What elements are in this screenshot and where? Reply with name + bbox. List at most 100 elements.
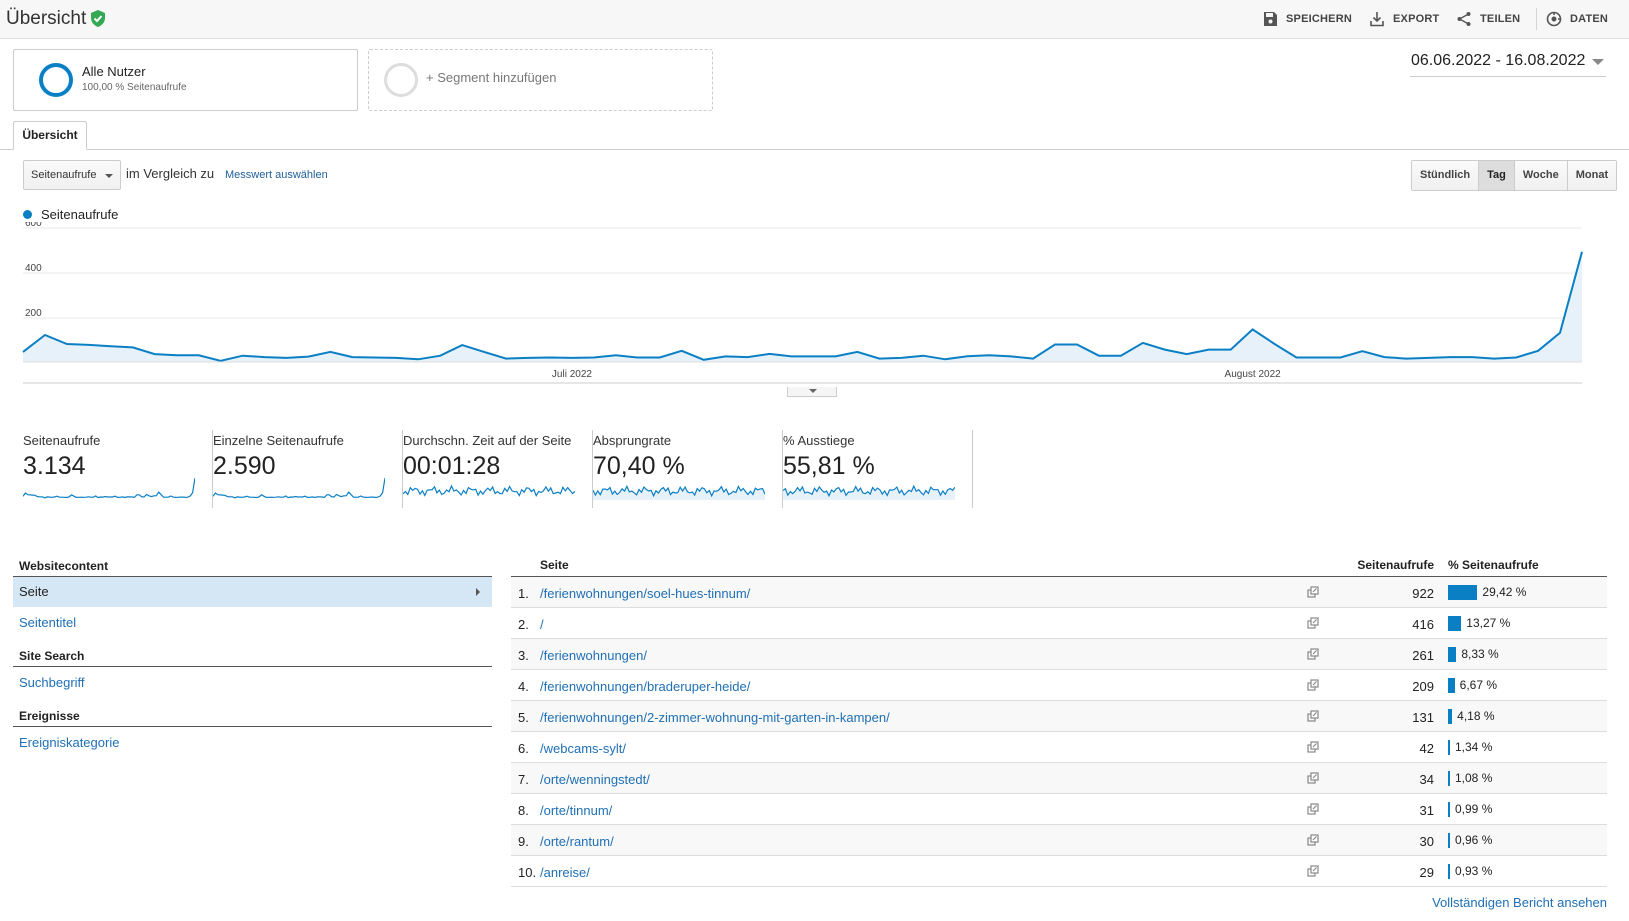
granularity-day[interactable]: Tag <box>1479 161 1515 190</box>
tab-overview[interactable]: Übersicht <box>13 121 87 150</box>
row-share-bar <box>1448 833 1450 848</box>
open-external-icon[interactable] <box>1307 617 1320 630</box>
series-line-seitenaufrufe <box>22 251 1583 362</box>
row-share-bar <box>1448 647 1457 662</box>
table-row: 5. /ferienwohnungen/2-zimmer-wohnung-mit-… <box>511 701 1607 732</box>
scorecard-pageviews[interactable]: Seitenaufrufe 3.134 <box>23 430 213 508</box>
scorecard-avg-time[interactable]: Durchschn. Zeit auf der Seite 00:01:28 <box>403 430 593 508</box>
row-page-link[interactable]: / <box>540 617 544 632</box>
export-label: EXPORT <box>1393 13 1440 25</box>
row-share-bar <box>1448 802 1450 817</box>
share-icon <box>1457 12 1471 26</box>
select-metric-link[interactable]: Messwert auswählen <box>225 169 328 181</box>
page-title: Übersicht <box>6 8 87 29</box>
row-number: 6. <box>518 741 529 756</box>
row-pct: 6,67 % <box>1459 678 1498 692</box>
row-page-link[interactable]: /ferienwohnungen/soel-hues-tinnum/ <box>540 586 751 601</box>
nav-item-search-term[interactable]: Suchbegriff <box>19 675 85 690</box>
scorecard-bounce-rate[interactable]: Absprungrate 70,40 % <box>593 430 783 508</box>
open-external-icon[interactable] <box>1307 648 1320 661</box>
insights-icon <box>1546 11 1562 27</box>
open-external-icon[interactable] <box>1307 741 1320 754</box>
scorecard-label: % Ausstiege <box>783 433 855 448</box>
row-pageviews: 416 <box>1412 617 1434 632</box>
nav-item-page[interactable]: Seite <box>13 577 492 607</box>
row-page-link[interactable]: /webcams-sylt/ <box>540 741 626 756</box>
row-number: 2. <box>518 617 529 632</box>
sparkline <box>23 477 195 499</box>
row-share-bar <box>1448 585 1478 600</box>
granularity-toggle: Stündlich Tag Woche Monat <box>1411 160 1618 191</box>
row-pageviews: 31 <box>1419 803 1434 818</box>
row-pageviews: 29 <box>1419 865 1434 880</box>
table-row: 9. /orte/rantum/30 0,96 % <box>511 825 1607 856</box>
row-share-bar <box>1448 616 1462 631</box>
scorecard-label: Absprungrate <box>593 433 672 448</box>
chevron-right-icon <box>476 588 480 596</box>
row-page-link[interactable]: /orte/wenningstedt/ <box>540 772 650 787</box>
add-segment-button[interactable]: + Segment hinzufügen <box>368 49 713 111</box>
row-page-link[interactable]: /anreise/ <box>540 865 590 880</box>
metric-select[interactable]: Seitenaufrufe <box>23 160 121 190</box>
legend-dot <box>23 210 32 219</box>
scorecard-unique-pageviews[interactable]: Einzelne Seitenaufrufe 2.590 <box>213 430 403 508</box>
nav-item-label: Seite <box>19 584 49 599</box>
scorecard-value: 00:01:28 <box>403 452 501 480</box>
granularity-hourly[interactable]: Stündlich <box>1412 161 1480 190</box>
nav-item-page-title[interactable]: Seitentitel <box>19 615 77 630</box>
open-external-icon[interactable] <box>1307 710 1320 723</box>
row-pct: 4,18 % <box>1457 709 1495 723</box>
table-row: 7. /orte/wenningstedt/34 1,08 % <box>511 763 1607 794</box>
open-external-icon[interactable] <box>1307 772 1320 785</box>
column-header-pageviews[interactable]: Seitenaufrufe <box>1357 558 1434 572</box>
nav-item-event-category[interactable]: Ereigniskategorie <box>19 735 120 750</box>
scorecard-exit-rate[interactable]: % Ausstiege 55,81 % <box>783 430 973 508</box>
sparkline <box>213 477 385 499</box>
open-external-icon[interactable] <box>1307 865 1320 878</box>
row-pageviews: 209 <box>1412 679 1434 694</box>
scorecard-label: Durchschn. Zeit auf der Seite <box>403 433 572 448</box>
share-label: TEILEN <box>1480 13 1521 25</box>
column-header-pct[interactable]: % Seitenaufrufe <box>1448 558 1539 572</box>
sparkline-line <box>213 477 385 499</box>
table-row: 6. /webcams-sylt/42 1,34 % <box>511 732 1607 763</box>
row-page-link[interactable]: /ferienwohnungen/braderuper-heide/ <box>540 679 751 694</box>
column-header-page[interactable]: Seite <box>540 558 569 572</box>
granularity-month[interactable]: Monat <box>1567 161 1617 190</box>
date-range-picker[interactable]: 06.06.2022 - 16.08.2022 <box>1410 51 1606 77</box>
row-pageviews: 261 <box>1412 648 1434 663</box>
export-button[interactable]: EXPORT <box>1369 11 1439 27</box>
row-page-link[interactable]: /orte/rantum/ <box>540 834 614 849</box>
row-pct: 1,08 % <box>1455 771 1493 785</box>
row-number: 3. <box>518 648 529 663</box>
insights-button[interactable]: DATEN <box>1546 11 1608 27</box>
table-row: 8. /orte/tinnum/31 0,99 % <box>511 794 1607 825</box>
row-share-bar <box>1448 678 1455 693</box>
row-share-bar <box>1448 771 1450 786</box>
row-page-link[interactable]: /ferienwohnungen/2-zimmer-wohnung-mit-ga… <box>540 710 890 725</box>
y-tick-label: 600 <box>25 222 42 229</box>
scorecard-label: Seitenaufrufe <box>23 433 101 448</box>
segment-all-users[interactable]: Alle Nutzer 100,00 % Seitenaufrufe <box>13 49 358 111</box>
save-button[interactable]: SPEICHERN <box>1262 11 1352 27</box>
pageviews-chart: 600 400 200 Juli 2022 August 2022 <box>22 222 1583 384</box>
segment-name: Alle Nutzer <box>82 64 146 79</box>
sparkline <box>593 484 765 500</box>
row-share-bar <box>1448 709 1453 724</box>
row-number: 5. <box>518 710 529 725</box>
row-pageviews: 131 <box>1412 710 1434 725</box>
granularity-week[interactable]: Woche <box>1514 161 1568 190</box>
insights-label: DATEN <box>1570 13 1609 25</box>
row-pageviews: 922 <box>1412 586 1434 601</box>
collapse-chart-toggle[interactable] <box>787 387 837 397</box>
open-external-icon[interactable] <box>1307 834 1320 847</box>
open-external-icon[interactable] <box>1307 803 1320 816</box>
sparkline-area <box>593 486 765 500</box>
series-area <box>23 251 1582 362</box>
share-button[interactable]: TEILEN <box>1456 11 1520 27</box>
row-page-link[interactable]: /orte/tinnum/ <box>540 803 613 818</box>
full-report-link[interactable]: Vollständigen Bericht ansehen <box>1432 895 1607 910</box>
open-external-icon[interactable] <box>1307 586 1320 599</box>
row-page-link[interactable]: /ferienwohnungen/ <box>540 648 647 663</box>
open-external-icon[interactable] <box>1307 679 1320 692</box>
